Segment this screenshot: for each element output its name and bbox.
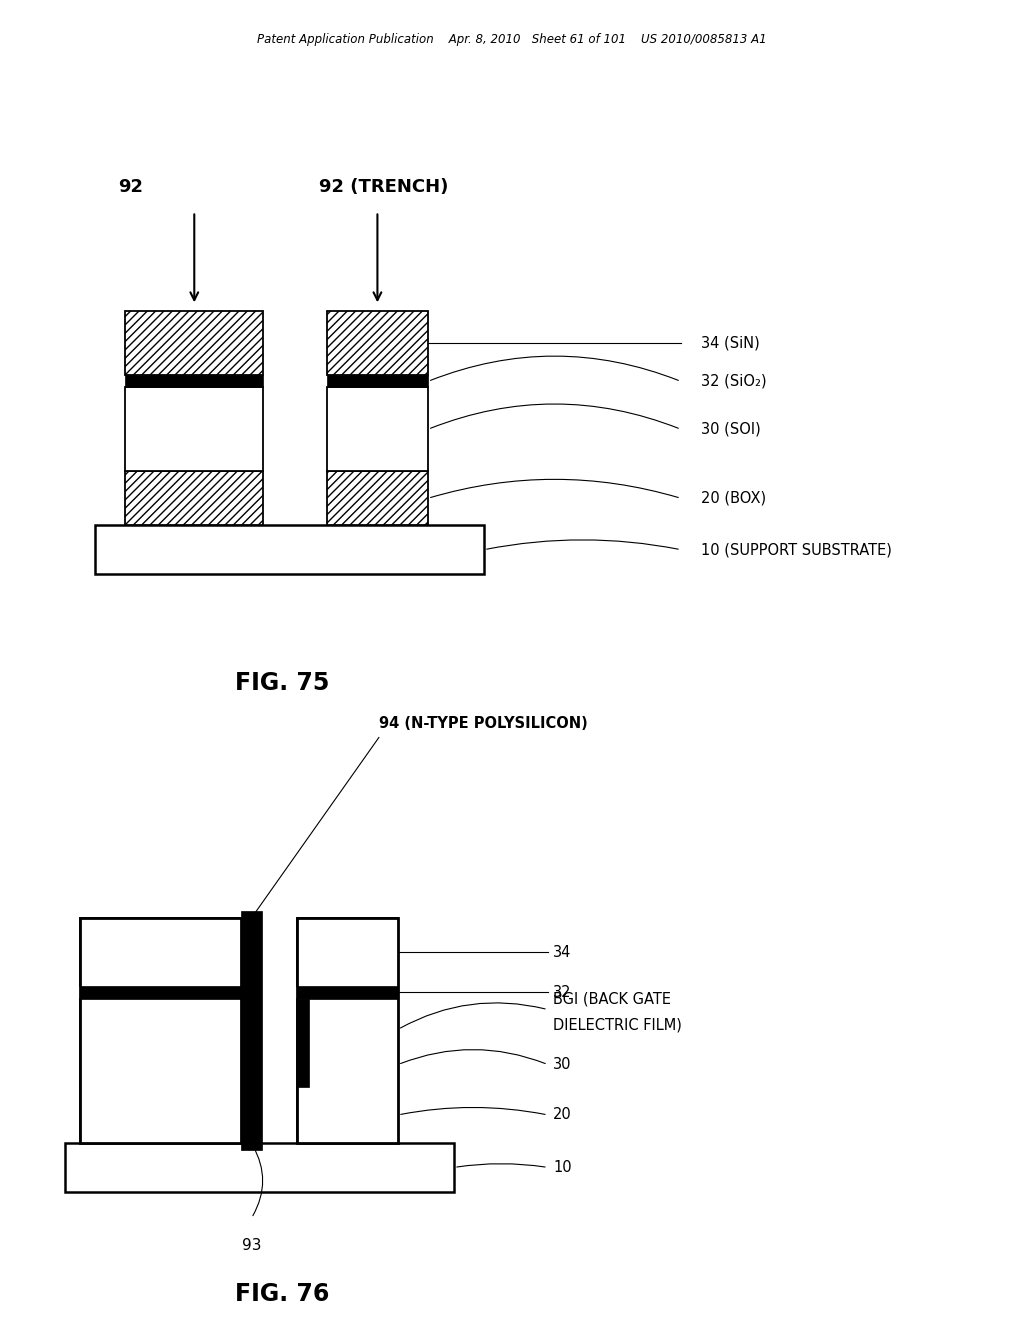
Bar [80,986,241,998]
Bar [224,998,241,1086]
Bar [297,917,398,1143]
Bar [80,917,241,986]
Text: 34: 34 [553,945,571,960]
Bar [297,1086,398,1143]
Text: FIG. 76: FIG. 76 [234,1283,330,1307]
Bar [297,998,308,1086]
Bar [125,310,263,375]
Text: 10 (SUPPORT SUBSTRATE): 10 (SUPPORT SUBSTRATE) [701,543,892,557]
Text: BGI (BACK GATE: BGI (BACK GATE [553,991,671,1007]
Text: 20: 20 [553,1107,571,1122]
Text: 30 (SOI): 30 (SOI) [701,422,761,437]
Text: 10: 10 [553,1160,571,1175]
Bar [297,986,398,998]
Bar [125,471,263,525]
Text: 92 (TRENCH): 92 (TRENCH) [319,178,449,195]
Text: 32: 32 [553,985,571,999]
Text: 20 (BOX): 20 (BOX) [701,491,767,506]
Bar [80,1086,241,1143]
Text: 93: 93 [242,1238,261,1253]
Bar [297,917,398,986]
Bar [125,387,263,471]
Text: DIELECTRIC FILM): DIELECTRIC FILM) [553,1018,682,1034]
Bar [125,375,263,387]
Text: Patent Application Publication    Apr. 8, 2010   Sheet 61 of 101    US 2010/0085: Patent Application Publication Apr. 8, 2… [257,33,767,46]
Bar [241,911,262,1150]
Bar [95,525,484,574]
Bar [327,375,428,387]
Bar [327,387,428,471]
Text: 30: 30 [553,1057,571,1072]
Text: 94 (N-TYPE POLYSILICON): 94 (N-TYPE POLYSILICON) [379,715,588,731]
Bar [66,1143,454,1192]
Bar [96,998,224,1086]
Bar [80,917,241,1143]
Bar [297,998,398,1086]
Bar [327,471,428,525]
Text: 32 (SiO₂): 32 (SiO₂) [701,374,767,389]
Bar [80,998,96,1086]
Bar [327,310,428,375]
Text: 92: 92 [118,178,142,195]
Text: FIG. 75: FIG. 75 [234,672,330,696]
Text: 34 (SiN): 34 (SiN) [701,335,760,351]
